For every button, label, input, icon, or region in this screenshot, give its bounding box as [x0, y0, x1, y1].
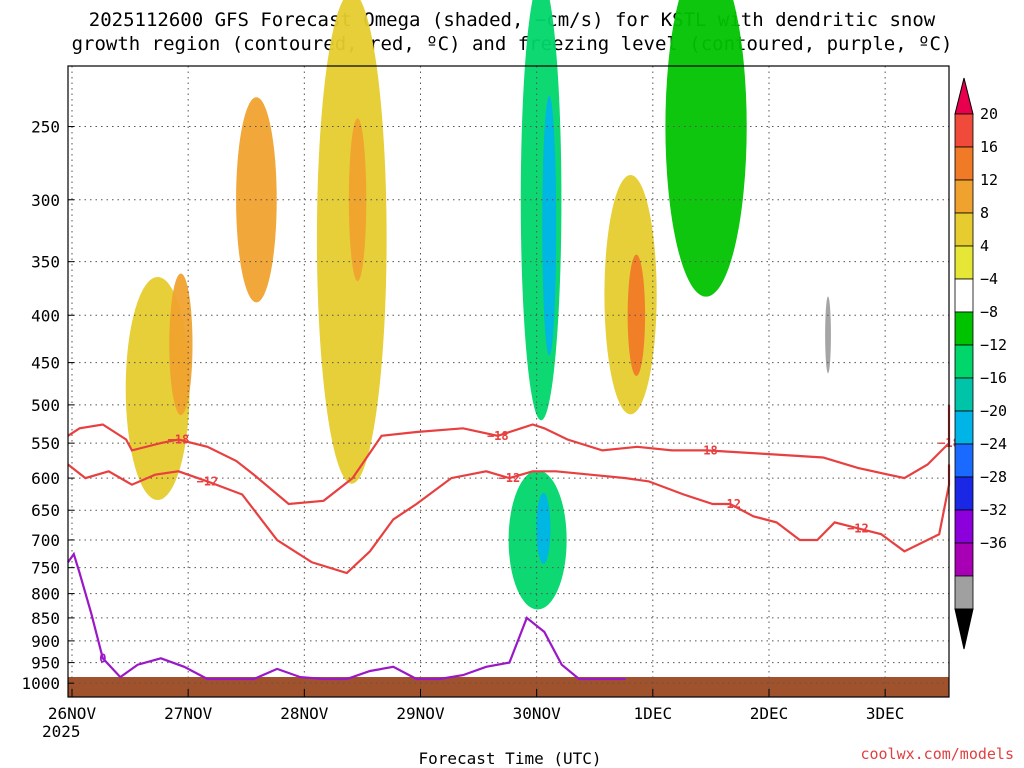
y-tick-label: 350 — [31, 253, 60, 272]
colorbar-label: 8 — [980, 204, 989, 222]
colorbar-label: 4 — [980, 237, 989, 255]
colorbar-top-triangle — [954, 77, 974, 115]
y-axis-tick-labels: 250 300 350 400 450 500 550 600 650 700 750 800 850 9… — [21, 118, 74, 693]
colorbar-segment — [954, 476, 974, 511]
colorbar-label: −12 — [980, 336, 1007, 354]
plot-frame — [67, 65, 950, 698]
contour-label: −18 — [487, 429, 509, 443]
colorbar-label: −36 — [980, 534, 1007, 552]
omega-patch — [627, 254, 646, 376]
colorbar-segment — [954, 179, 974, 214]
temperature-contours: −18 −18−18−18−12 −12−12−120 — [67, 404, 960, 681]
colorbar-label: 20 — [980, 105, 998, 123]
colorbar-label: −32 — [980, 501, 1007, 519]
colorbar-segment — [954, 509, 974, 544]
omega-patch — [665, 0, 747, 297]
x-tick-label: 29NOV — [396, 704, 445, 723]
colorbar-segment — [954, 146, 974, 181]
colorbar-label: −24 — [980, 435, 1007, 453]
x-tick-label: 27NOV — [164, 704, 213, 723]
colorbar-segment — [954, 212, 974, 247]
colorbar-segment — [954, 443, 974, 478]
contour-label: −12 — [847, 521, 869, 535]
y-tick-label: 950 — [31, 654, 60, 673]
omega-patch — [542, 95, 557, 356]
y-tick-label: 550 — [31, 434, 60, 453]
colorbar-segment — [954, 344, 974, 379]
y-tick-label: 250 — [31, 118, 60, 137]
credit-text: coolwx.com/models — [860, 745, 1014, 763]
omega-patch — [825, 296, 831, 374]
x-tick-label: 3DEC — [866, 704, 905, 723]
contour-label: −12 — [499, 471, 521, 485]
y-tick-label: 900 — [31, 632, 60, 651]
y-tick-label: 1000 — [21, 674, 60, 693]
contour-label: −18 — [696, 443, 718, 457]
x-start-year-label: 2025 — [42, 722, 81, 741]
x-tick-label: 2DEC — [750, 704, 789, 723]
y-tick-label: 750 — [31, 559, 60, 578]
omega-patch — [169, 273, 193, 416]
colorbar-label: −28 — [980, 468, 1007, 486]
chart-title-line-1: 2025112600 GFS Forecast Omega (shaded, −… — [89, 9, 936, 31]
colorbar-segment — [954, 410, 974, 445]
y-tick-label: 600 — [31, 469, 60, 488]
contour-line — [67, 463, 951, 575]
x-tick-label: 28NOV — [280, 704, 329, 723]
x-tick-label: 26NOV — [48, 704, 97, 723]
x-tick-label: 30NOV — [513, 704, 562, 723]
chart-title-line-2: growth region (contoured, red, ºC) and f… — [72, 33, 953, 55]
y-tick-label: 800 — [31, 585, 60, 604]
colorbar-segment — [954, 113, 974, 148]
contour-line — [67, 404, 951, 506]
contour-label: −12 — [719, 497, 741, 511]
colorbar-bottom-triangle — [954, 608, 974, 650]
colorbar-label: −4 — [980, 270, 998, 288]
x-axis-tick-labels: 26NOV 27NOV 28NOV 29NOV 30NOV 1DEC 2DEC 3DEC — [48, 689, 905, 723]
colorbar-label: −16 — [980, 369, 1007, 387]
y-tick-label: 500 — [31, 396, 60, 415]
y-tick-label: 400 — [31, 306, 60, 325]
contour-label: −12 — [197, 474, 219, 488]
y-tick-label: 700 — [31, 531, 60, 550]
y-tick-label: 850 — [31, 609, 60, 628]
colorbar-segment — [954, 311, 974, 346]
contour-line — [67, 551, 626, 681]
colorbar-label: 12 — [980, 171, 998, 189]
omega-patch — [536, 492, 551, 564]
colorbar-label: −8 — [980, 303, 998, 321]
colorbar-segment — [954, 245, 974, 280]
x-axis-label: Forecast Time (UTC) — [418, 749, 601, 768]
x-tick-label: 1DEC — [634, 704, 673, 723]
ground-surface — [68, 677, 949, 697]
omega-patch — [348, 118, 367, 282]
y-tick-label: 650 — [31, 501, 60, 520]
colorbar-label: −20 — [980, 402, 1007, 420]
colorbar-segment — [954, 575, 974, 610]
plot-background — [68, 66, 949, 697]
y-tick-label: 450 — [31, 354, 60, 373]
y-tick-label: 300 — [31, 191, 60, 210]
contour-label: 0 — [99, 651, 106, 665]
contour-label: −18 — [168, 432, 190, 446]
colorbar-segment — [954, 542, 974, 577]
colorbar-label: 16 — [980, 138, 998, 156]
colorbar-segment — [954, 278, 974, 313]
colorbar-segment — [954, 377, 974, 412]
colorbar: 20 16 12 8 4 −4 −8 −12 −16 −20 −24 −28 −32 −36 — [954, 77, 1007, 650]
